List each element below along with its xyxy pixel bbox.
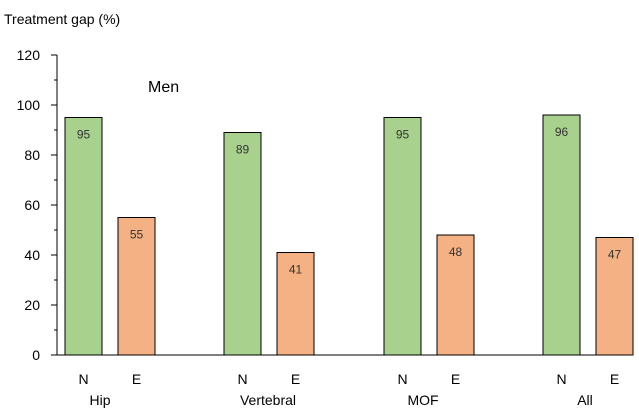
bar-all-e bbox=[595, 237, 634, 356]
bar-category-label: E bbox=[610, 371, 619, 387]
y-tick-label: 100 bbox=[17, 97, 41, 113]
bar-vertebral-n bbox=[223, 132, 262, 356]
y-tick-label: 120 bbox=[17, 47, 41, 63]
data-label: 96 bbox=[555, 125, 569, 139]
bar-hip-n bbox=[64, 117, 103, 356]
bar-mof-e bbox=[436, 234, 475, 356]
bar-category-label: N bbox=[397, 371, 407, 387]
group-label: MOF bbox=[407, 392, 438, 408]
y-tick-label: 20 bbox=[24, 297, 40, 313]
data-label: 89 bbox=[236, 143, 250, 157]
y-tick-label: 80 bbox=[24, 147, 40, 163]
data-label: 48 bbox=[449, 245, 463, 259]
group-label: Vertebral bbox=[240, 392, 296, 408]
data-label: 41 bbox=[289, 263, 303, 277]
y-tick-label: 60 bbox=[24, 197, 40, 213]
data-label: 95 bbox=[396, 128, 410, 142]
group-label: All bbox=[577, 392, 593, 408]
y-tick-label: 0 bbox=[32, 347, 40, 363]
bar-mof-n bbox=[383, 117, 422, 356]
data-label: 47 bbox=[608, 248, 622, 262]
bar-vertebral-e bbox=[276, 252, 315, 356]
bar-category-label: E bbox=[291, 371, 300, 387]
bar-category-label: N bbox=[78, 371, 88, 387]
data-label: 55 bbox=[130, 228, 144, 242]
y-axis-label: Treatment gap (%) bbox=[4, 11, 120, 27]
group-label: Hip bbox=[89, 392, 110, 408]
bar-category-label: E bbox=[451, 371, 460, 387]
data-label: 95 bbox=[77, 128, 91, 142]
bar-hip-e bbox=[117, 217, 156, 356]
chart-title: Men bbox=[148, 79, 179, 96]
bar-category-label: N bbox=[556, 371, 566, 387]
bar-all-n bbox=[542, 114, 581, 356]
y-tick-label: 40 bbox=[24, 247, 40, 263]
plot-area: 0 20 40 60 80 100 120 95 N 55 E Hip 89 N 41 E Vertebral 9… bbox=[17, 47, 634, 408]
bar-category-label: N bbox=[237, 371, 247, 387]
bar-category-label: E bbox=[132, 371, 141, 387]
